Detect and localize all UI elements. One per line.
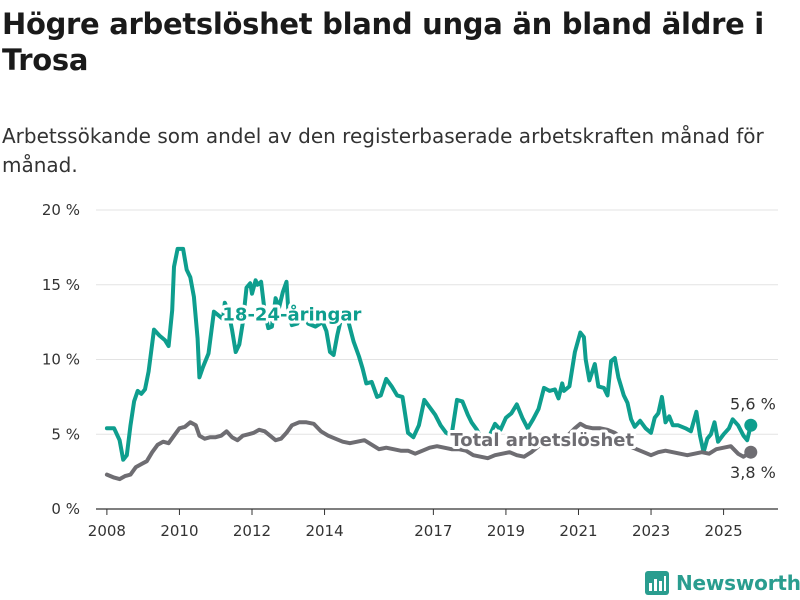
series-end-point-0 bbox=[744, 418, 758, 432]
y-axis-ticks: 0 % 5 % 10 % 15 % 20 % bbox=[42, 201, 80, 518]
newsworthy-logo-icon bbox=[645, 571, 669, 595]
page-title: Högre arbetslöshet bland unga än bland ä… bbox=[2, 7, 764, 77]
y-tick-label: 5 % bbox=[51, 425, 80, 443]
x-tick-label: 2012 bbox=[233, 522, 271, 540]
brand-name: Newsworthy bbox=[676, 571, 800, 595]
x-tick-label: 2019 bbox=[487, 522, 525, 540]
x-tick-label: 2008 bbox=[88, 522, 126, 540]
series-annotation-0: 18-24-åringar bbox=[222, 304, 361, 326]
x-tick-label: 2021 bbox=[559, 522, 597, 540]
x-tick-label: 2017 bbox=[414, 522, 452, 540]
y-tick-label: 20 % bbox=[42, 201, 80, 219]
x-tick-label: 2025 bbox=[704, 522, 742, 540]
annotation-halo-1: Total arbetslöshet bbox=[450, 430, 634, 451]
series-line-0 bbox=[104, 246, 753, 462]
series-end-label-0: 5,6 % bbox=[730, 394, 776, 413]
y-tick-label: 15 % bbox=[42, 276, 80, 294]
x-tick-label: 2023 bbox=[632, 522, 670, 540]
series-line-1 bbox=[104, 420, 753, 482]
grid-lines bbox=[96, 209, 778, 510]
series-end-point-1 bbox=[744, 445, 758, 459]
y-tick-label: 0 % bbox=[51, 500, 80, 518]
x-tick-label: 2010 bbox=[160, 522, 198, 540]
series-lines: 5,6 % 3,8 % bbox=[104, 246, 776, 482]
y-tick-label: 10 % bbox=[42, 351, 80, 369]
series-end-label-1: 3,8 % bbox=[730, 463, 776, 482]
x-tick-label: 2014 bbox=[305, 522, 343, 540]
brand-logo[interactable]: Newsworthy bbox=[644, 568, 800, 598]
page-subtitle: Arbetssökande som andel av den registerb… bbox=[2, 124, 764, 177]
annotation-halo-0: 18-24-åringar bbox=[222, 304, 361, 326]
x-axis-ticks: 2008 2010 2012 2014 2017 2019 2021 2023 2025 bbox=[88, 509, 743, 540]
series-annotation-1: Total arbetslöshet bbox=[450, 430, 634, 451]
